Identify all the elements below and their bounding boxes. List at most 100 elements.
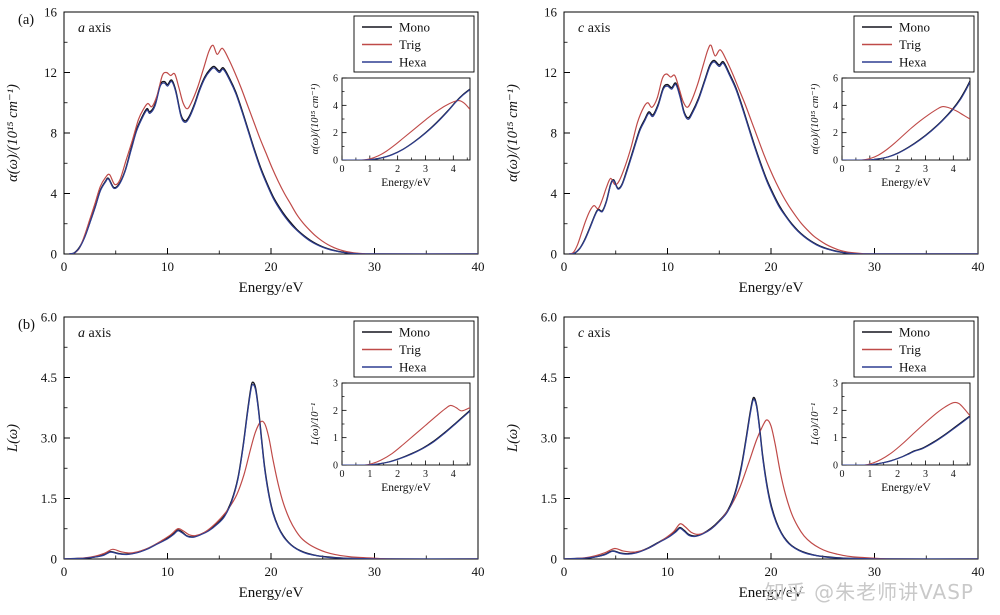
axis-title: c axis (578, 21, 610, 36)
inset-x-tick-label: 1 (367, 164, 372, 175)
series-mono (69, 65, 478, 254)
legend-label-trig: Trig (399, 37, 421, 52)
inset-series-trig (342, 99, 470, 160)
inset-series-trig (342, 404, 470, 465)
inset-y-tick-label: 0 (333, 156, 338, 167)
inset-series-group (342, 88, 470, 160)
legend-label-mono: Mono (899, 325, 930, 340)
x-tick-label: 40 (472, 564, 485, 579)
inset-y-tick-label: 2 (333, 128, 338, 139)
inset-y-tick-label: 6 (333, 74, 338, 85)
x-tick-label: 10 (661, 259, 674, 274)
x-tick-label: 40 (472, 259, 485, 274)
legend-label-hexa: Hexa (399, 360, 427, 375)
inset-y-tick-label: 0 (333, 461, 338, 472)
legend-label-hexa: Hexa (399, 55, 427, 70)
legend: Mono Trig Hexa (853, 320, 975, 378)
y-axis-label: α(ω)/(10¹⁵ cm⁻¹) (505, 84, 521, 182)
x-tick-label: 40 (972, 564, 985, 579)
y-tick-label: 4.5 (541, 370, 557, 385)
series-trig (69, 44, 478, 254)
legend-label-hexa: Hexa (899, 360, 927, 375)
chart-loss-a: 0 10 20 30 4001.53.04.56.0Energy/eVL(ω)(b)a … (5, 310, 485, 602)
inset-series-group (342, 404, 470, 465)
inset-box (341, 382, 471, 466)
inset: 0 1 2 3 4 0 2 4 6 Energy/eV α(ω)/(10¹⁵ cm⁻¹) (810, 74, 971, 189)
series-trig (564, 419, 978, 559)
inset-x-tick-label: 3 (423, 164, 428, 175)
inset-y-tick-label: 2 (833, 406, 838, 417)
inset-series-trig (842, 401, 970, 465)
x-axis-label: Energy/eV (239, 585, 304, 601)
legend: Mono Trig Hexa (353, 320, 475, 378)
x-tick-label: 30 (368, 564, 381, 579)
inset-x-tick-label: 4 (951, 469, 956, 480)
legend-label-trig: Trig (399, 342, 421, 357)
x-tick-label: 40 (972, 259, 985, 274)
y-tick-label: 1.5 (41, 491, 57, 506)
panel-loss-a-axis: 0 10 20 30 40 0 1.5 3.0 4.5 6.0 Energy/eV L(ω) (b) a … (0, 305, 500, 610)
inset-y-axis-label: α(ω)/(10¹⁵ cm⁻¹) (310, 83, 321, 154)
y-tick-label: 4 (551, 186, 558, 201)
x-tick-label: 30 (868, 259, 881, 274)
y-tick-label: 4 (51, 186, 58, 201)
panel-absorption-a-axis: 0 10 20 30 40 0 4 8 12 16 Energy/eV α(ω)/(10¹⁵ cm⁻¹… (0, 0, 500, 305)
inset-x-tick-label: 2 (395, 164, 400, 175)
inset: 0 1 2 3 4 0 2 4 6 Energy/eV α(ω)/(10¹⁵ cm⁻¹) (310, 74, 471, 189)
x-tick-label: 0 (61, 564, 68, 579)
x-axis-label: Energy/eV (239, 280, 304, 296)
inset-x-tick-label: 1 (867, 164, 872, 175)
x-tick-label: 0 (561, 564, 568, 579)
axis-title: c axis (578, 326, 610, 341)
y-tick-label: 8 (51, 126, 58, 141)
inset-x-tick-label: 2 (895, 469, 900, 480)
inset-x-tick-label: 3 (423, 469, 428, 480)
inset-x-axis-label: Energy/eV (881, 482, 931, 494)
y-axis-label: L(ω) (5, 424, 21, 453)
inset-y-tick-label: 6 (833, 74, 838, 85)
inset-x-tick-label: 4 (451, 164, 456, 175)
x-axis-label: Energy/eV (739, 280, 804, 296)
legend: Mono Trig Hexa (853, 15, 975, 73)
series-hexa (569, 61, 978, 254)
inset-y-tick-label: 2 (333, 406, 338, 417)
y-tick-label: 0 (551, 552, 558, 567)
y-tick-label: 3.0 (541, 431, 557, 446)
inset-x-tick-label: 2 (895, 164, 900, 175)
y-tick-label: 0 (51, 552, 58, 567)
legend-label-mono: Mono (899, 20, 930, 35)
inset-x-tick-label: 0 (840, 469, 845, 480)
series-group (69, 44, 478, 254)
x-tick-label: 20 (265, 564, 278, 579)
inset-y-tick-label: 3 (833, 379, 838, 390)
series-group (64, 381, 478, 559)
inset-y-tick-label: 0 (833, 461, 838, 472)
y-tick-label: 6.0 (41, 310, 57, 325)
inset-series-group (842, 80, 970, 160)
x-tick-label: 20 (765, 564, 778, 579)
inset-y-tick-label: 4 (333, 101, 338, 112)
series-hexa (69, 67, 478, 254)
inset-x-axis-label: Energy/eV (381, 177, 431, 189)
inset-y-axis-label: L(ω)/10⁻¹ (810, 403, 821, 446)
inset-x-tick-label: 4 (951, 164, 956, 175)
legend-label-trig: Trig (899, 342, 921, 357)
inset-x-tick-label: 4 (451, 469, 456, 480)
inset-series-trig (842, 106, 970, 160)
inset-series-hexa (342, 410, 470, 465)
inset-series-hexa (842, 416, 970, 465)
panel-label: (a) (18, 12, 34, 28)
inset-box (841, 77, 971, 161)
panel-label: (b) (18, 317, 35, 333)
inset: 0 1 2 3 4 0 1 2 3 Energy/eV L(ω)/10⁻¹ (310, 379, 471, 494)
legend-label-mono: Mono (399, 325, 430, 340)
y-tick-label: 8 (551, 126, 558, 141)
y-tick-label: 16 (44, 5, 58, 20)
x-tick-label: 10 (161, 564, 174, 579)
inset-x-tick-label: 3 (923, 164, 928, 175)
y-axis-label: L(ω) (505, 424, 521, 453)
